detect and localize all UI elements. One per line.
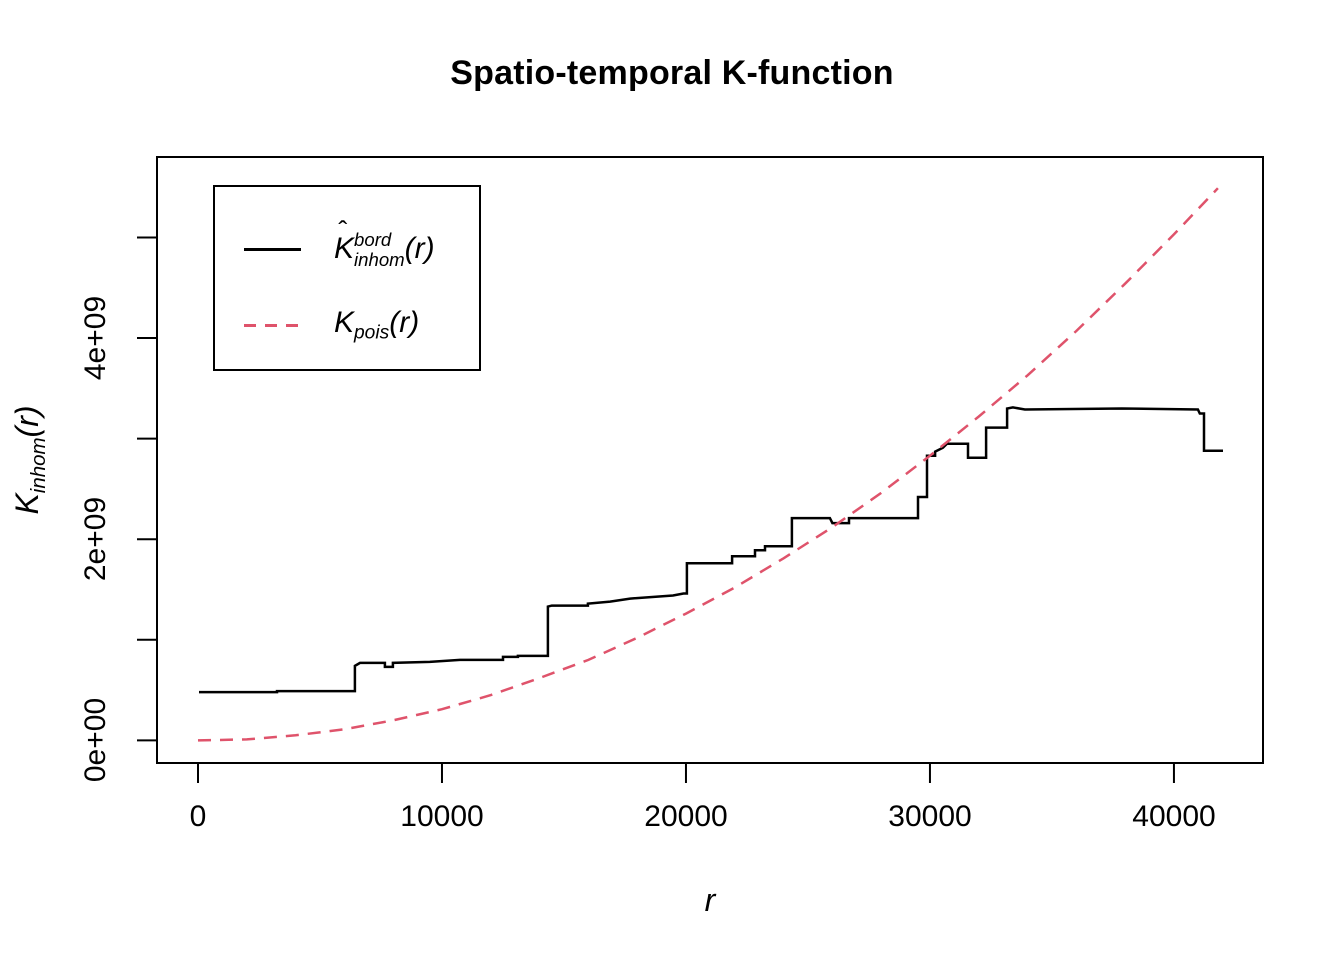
legend-entry-kpois: Kpois(r) <box>215 293 479 357</box>
legend-1-base: K <box>334 305 355 339</box>
kpois-curve <box>197 187 1219 742</box>
y-axis-label-arg: (r) <box>8 405 45 438</box>
y-axis-label-sub: inhom <box>27 437 51 494</box>
page-title: Spatio-temporal K-function <box>450 54 894 92</box>
legend-0-base: K <box>334 232 355 265</box>
legend-label-kpois: Kpois(r) <box>334 306 419 345</box>
plot-border <box>156 156 1264 764</box>
x-axis-label: r <box>704 882 716 918</box>
x-tick-label: 40000 <box>1132 800 1216 833</box>
x-tick-label: 0 <box>189 800 207 833</box>
y-tick-label: 0e+00 <box>79 697 112 783</box>
y-axis-label: Kinhom(r) <box>9 405 51 514</box>
legend-line-sample-dashed <box>244 323 301 327</box>
x-tick-label: 20000 <box>644 800 728 833</box>
kinhom-step-curve <box>199 406 1223 694</box>
hat-accent: ˆ <box>338 215 348 246</box>
legend-0-sup: bord <box>354 229 392 251</box>
legend-1-sub: pois <box>354 322 390 344</box>
legend-0-sub: inhom <box>354 248 405 270</box>
x-tick-label: 10000 <box>400 800 484 833</box>
legend-0-arg: (r) <box>404 232 435 265</box>
y-tick-label: 4e+09 <box>79 295 112 381</box>
y-axis-label-base: K <box>8 493 45 515</box>
y-tick-label: 2e+09 <box>79 496 112 582</box>
legend-line-sample-solid <box>244 247 301 251</box>
legend-1-arg: (r) <box>389 305 420 339</box>
x-tick-label: 30000 <box>888 800 972 833</box>
